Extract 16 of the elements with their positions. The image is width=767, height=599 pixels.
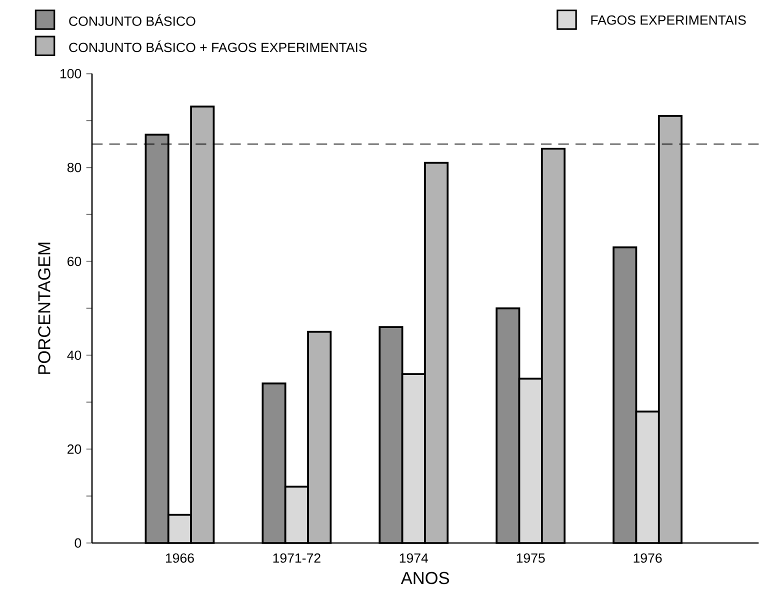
y-tick-label: 80 (67, 162, 82, 172)
y-tick-label: 20 (68, 444, 82, 454)
y-tick-label: 60 (68, 256, 82, 266)
x-tick-label: 1966 (166, 553, 194, 563)
y-tick-label: 100 (60, 68, 82, 78)
legend-label: CONJUNTO BÁSICO + FAGOS EXPERIMENTAIS (69, 40, 367, 52)
x-axis-title: ANOS (400, 572, 450, 584)
y-tick-label: 40 (67, 350, 82, 360)
y-tick-label: 0 (74, 538, 82, 548)
x-tick-label: 1976 (634, 553, 662, 563)
legend-label: FAGOS EXPERIMENTAIS (591, 15, 746, 25)
x-tick-label: 1975 (516, 553, 545, 563)
legend-label: CONJUNTO BÁSICO (69, 14, 196, 26)
x-tick-label: 1974 (400, 553, 428, 563)
y-axis-title: PORCENTAGEM (38, 242, 50, 374)
x-tick-label: 1971-72 (273, 553, 320, 563)
